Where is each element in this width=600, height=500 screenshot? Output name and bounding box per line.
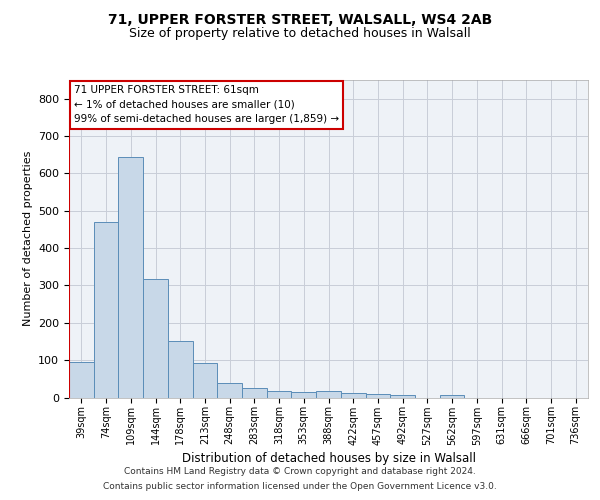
Text: 71, UPPER FORSTER STREET, WALSALL, WS4 2AB: 71, UPPER FORSTER STREET, WALSALL, WS4 2… bbox=[108, 12, 492, 26]
Bar bbox=[390, 396, 415, 398]
Text: Contains public sector information licensed under the Open Government Licence v3: Contains public sector information licen… bbox=[103, 482, 497, 491]
Bar bbox=[193, 363, 217, 398]
Text: Size of property relative to detached houses in Walsall: Size of property relative to detached ho… bbox=[129, 28, 471, 40]
Bar bbox=[316, 391, 341, 398]
Bar bbox=[365, 394, 390, 398]
Bar bbox=[440, 394, 464, 398]
Bar bbox=[69, 362, 94, 398]
Bar bbox=[94, 222, 118, 398]
Bar bbox=[292, 392, 316, 398]
Y-axis label: Number of detached properties: Number of detached properties bbox=[23, 151, 32, 326]
Bar bbox=[143, 278, 168, 398]
Bar bbox=[217, 382, 242, 398]
Bar bbox=[267, 391, 292, 398]
Bar bbox=[242, 388, 267, 398]
Text: 71 UPPER FORSTER STREET: 61sqm
← 1% of detached houses are smaller (10)
99% of s: 71 UPPER FORSTER STREET: 61sqm ← 1% of d… bbox=[74, 85, 340, 124]
Bar bbox=[118, 156, 143, 398]
X-axis label: Distribution of detached houses by size in Walsall: Distribution of detached houses by size … bbox=[182, 452, 476, 464]
Bar bbox=[341, 392, 365, 398]
Bar bbox=[168, 340, 193, 398]
Text: Contains HM Land Registry data © Crown copyright and database right 2024.: Contains HM Land Registry data © Crown c… bbox=[124, 467, 476, 476]
